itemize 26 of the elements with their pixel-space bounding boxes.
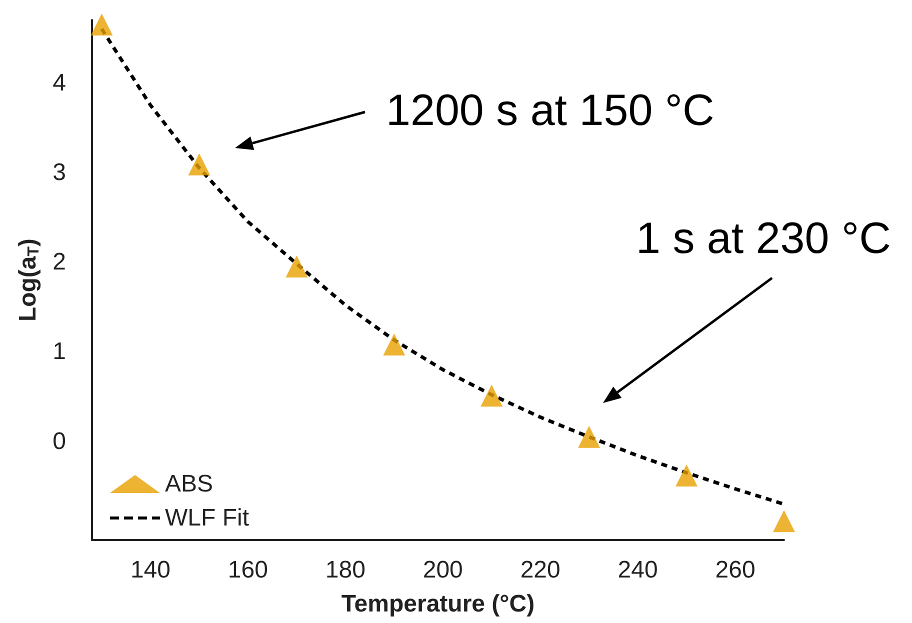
- annotation: 1 s at 230 °C: [636, 214, 891, 264]
- y-tick-label: 1: [52, 338, 66, 366]
- point: [286, 256, 308, 278]
- y-tick-label: 0: [52, 428, 66, 455]
- point: [90, 13, 113, 36]
- y-tick-label: 4: [52, 69, 66, 96]
- x-tick-label: 180: [325, 556, 366, 584]
- legend-label: ABS: [165, 470, 214, 498]
- x-tick-label: 160: [228, 556, 268, 584]
- x-tick-label: 140: [130, 556, 170, 584]
- y-tick-label: 3: [52, 158, 66, 186]
- y-tick-label: 2: [52, 248, 66, 276]
- point: [383, 334, 406, 356]
- point: [676, 464, 698, 486]
- annotation: 1200 s at 150 °C: [386, 86, 714, 136]
- x-tick-label: 220: [520, 556, 560, 584]
- x-tick-label: 240: [618, 556, 658, 584]
- x-tick-label: 260: [715, 556, 756, 584]
- x-axis-title: Temperature (°C): [341, 590, 535, 618]
- point: [188, 153, 210, 176]
- point: [578, 426, 600, 448]
- x-tick-label: 200: [422, 556, 463, 584]
- legend-label: WLF Fit: [165, 504, 250, 532]
- point: [480, 384, 503, 407]
- y-axis-title: Log(aT): [14, 238, 42, 322]
- point: [773, 510, 795, 532]
